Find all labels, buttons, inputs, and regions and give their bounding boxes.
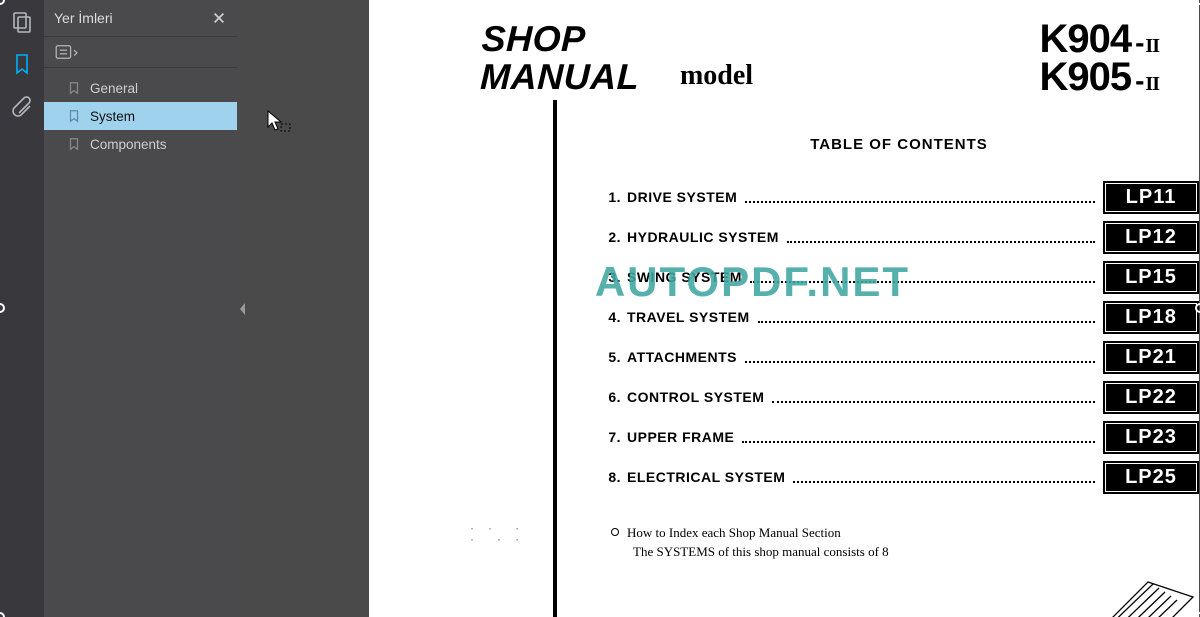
bookmarks-icon[interactable]: [10, 52, 34, 76]
bookmark-label: Components: [90, 137, 167, 152]
sidebar-rail: [0, 0, 44, 617]
bookmark-item[interactable]: General: [44, 74, 237, 102]
bookmark-item[interactable]: System: [44, 102, 237, 130]
bookmark-icon: [66, 136, 82, 152]
bookmark-icon: [66, 108, 82, 124]
panel-header: Yer İmleri: [44, 0, 237, 36]
panel-title: Yer İmleri: [54, 10, 211, 26]
bookmark-item[interactable]: Components: [44, 130, 237, 158]
attachments-icon[interactable]: [10, 94, 34, 118]
thumbnails-icon[interactable]: [10, 10, 34, 34]
bookmark-icon: [66, 80, 82, 96]
document-viewer[interactable]: SHOP MANUAL model K904II K905II TABLE OF…: [237, 0, 1200, 617]
close-icon[interactable]: [211, 10, 227, 26]
panel-toolbar: [44, 36, 237, 68]
bookmark-label: System: [90, 109, 135, 124]
screenshot-crop-markers: [237, 0, 1200, 617]
bookmarks-panel: Yer İmleri General System Components: [44, 0, 237, 617]
bookmark-options-button[interactable]: [50, 40, 84, 64]
bookmark-label: General: [90, 81, 138, 96]
bookmark-list: General System Components: [44, 68, 237, 164]
